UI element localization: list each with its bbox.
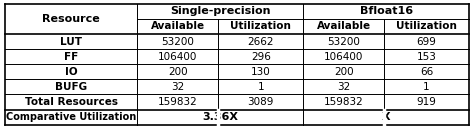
Text: 1: 1 — [257, 82, 264, 92]
Text: Single-precision: Single-precision — [170, 6, 271, 16]
Text: 106400: 106400 — [324, 52, 364, 62]
Text: 296: 296 — [251, 52, 271, 62]
Text: X: X — [382, 112, 391, 122]
Text: Available: Available — [151, 22, 205, 31]
Text: FF: FF — [64, 52, 78, 62]
Text: Bfloat16: Bfloat16 — [360, 6, 413, 16]
Text: 919: 919 — [417, 97, 437, 107]
Text: BUFG: BUFG — [55, 82, 87, 92]
Text: 66: 66 — [420, 67, 433, 77]
Text: LUT: LUT — [60, 37, 82, 47]
Text: 3089: 3089 — [247, 97, 274, 107]
Text: Utilization: Utilization — [396, 22, 457, 31]
Text: Available: Available — [317, 22, 371, 31]
Text: 3.36X: 3.36X — [202, 112, 238, 122]
Text: 159832: 159832 — [158, 97, 198, 107]
Text: 32: 32 — [171, 82, 184, 92]
Text: 153: 153 — [417, 52, 437, 62]
Text: 159832: 159832 — [324, 97, 364, 107]
Text: Resource: Resource — [42, 14, 100, 24]
Text: 130: 130 — [251, 67, 271, 77]
Text: 1: 1 — [423, 82, 430, 92]
Text: Total Resources: Total Resources — [25, 97, 118, 107]
Text: 200: 200 — [334, 67, 354, 77]
Text: 699: 699 — [417, 37, 437, 47]
Text: IO: IO — [65, 67, 77, 77]
Text: Comparative Utilization: Comparative Utilization — [6, 112, 136, 122]
Text: 106400: 106400 — [158, 52, 198, 62]
Text: Utilization: Utilization — [230, 22, 291, 31]
Text: 2662: 2662 — [247, 37, 274, 47]
Text: 200: 200 — [168, 67, 188, 77]
Text: 32: 32 — [337, 82, 350, 92]
Text: 53200: 53200 — [327, 37, 360, 47]
Text: 53200: 53200 — [161, 37, 194, 47]
